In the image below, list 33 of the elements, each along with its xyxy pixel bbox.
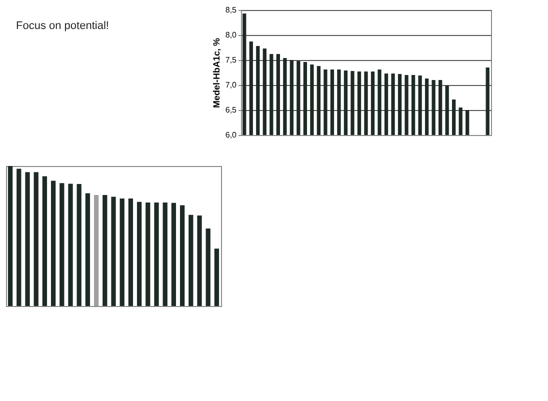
y-tick-label: 8,5: [225, 6, 238, 14]
bar: [85, 193, 90, 306]
y-tick-label: 8,0: [225, 30, 238, 40]
bar: [68, 184, 73, 306]
bar: [146, 202, 150, 306]
bar: [16, 168, 22, 306]
bar: [206, 228, 210, 306]
bar: [42, 176, 48, 306]
bar: [111, 196, 116, 306]
bar: [180, 205, 185, 306]
y-tick-label: 7,5: [225, 56, 238, 64]
bar: [8, 166, 13, 306]
bar: [128, 198, 134, 306]
bar: [162, 202, 168, 306]
bar: [25, 172, 30, 306]
bar: [60, 183, 64, 306]
bar: [102, 194, 108, 306]
y-tick-label: 7,0: [225, 80, 238, 90]
bar: [171, 202, 176, 306]
bar: [76, 184, 82, 306]
bar: [34, 172, 38, 306]
bar: [50, 180, 56, 306]
bar: [214, 248, 220, 306]
bar: [94, 194, 99, 306]
bar: [120, 198, 124, 306]
y-tick-label: 6,5: [225, 106, 238, 114]
bar: [188, 214, 194, 306]
bar: [197, 216, 202, 306]
text: Focus on potential!: [16, 20, 109, 32]
y-axis-title: Medel-HbA1c, %: [211, 38, 222, 108]
bar: [154, 202, 159, 306]
bar: [136, 202, 142, 306]
y-tick-label: 6,0: [225, 130, 238, 140]
